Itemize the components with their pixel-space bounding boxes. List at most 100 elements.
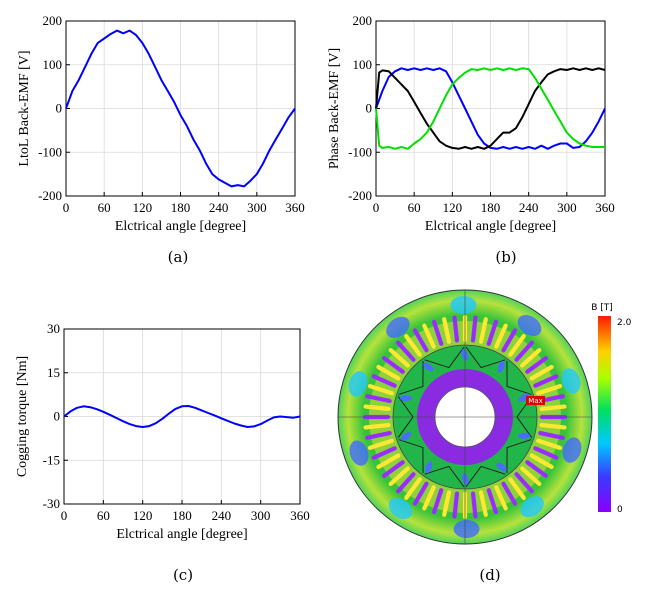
colorbar-max-label: 2.0 [617, 318, 632, 328]
stator-slot [442, 317, 452, 344]
yoke-patch [348, 371, 368, 397]
x-tick-label: 300 [557, 200, 577, 215]
panel-label-b: (b) [495, 248, 516, 266]
y-tick-label: 0 [56, 101, 63, 116]
series-line-1 [375, 67, 606, 150]
stator-slot [538, 430, 565, 440]
series-line-0 [63, 405, 301, 428]
colorbar-title: B [T] [591, 303, 613, 313]
y-tick-label: 100 [353, 57, 373, 72]
stator-slot [520, 347, 542, 368]
stator-slot [470, 491, 478, 519]
colorbar-min-label: 0 [617, 505, 623, 515]
y-axis-label: Cogging torque [Nm] [15, 356, 30, 477]
rotor-barrier [465, 346, 506, 369]
x-tick-label: 360 [290, 508, 310, 523]
flux-density-map: Max [337, 289, 593, 545]
stator-slot [367, 438, 394, 451]
stator-slot [525, 356, 549, 374]
rotor-magnet [496, 462, 507, 472]
y-tick-label: -100 [348, 144, 372, 159]
stator-slot [388, 466, 410, 487]
x-tick-label: 180 [171, 200, 191, 215]
x-tick-label: 240 [519, 200, 539, 215]
x-tick-label: 240 [209, 200, 229, 215]
rotor-barrier [506, 439, 532, 474]
y-tick-label: 0 [54, 409, 61, 424]
rotor-magnet [518, 432, 531, 439]
x-tick-label: 120 [133, 200, 153, 215]
y-tick-label: -200 [38, 188, 62, 203]
stator-slot [431, 319, 444, 346]
x-tick-label: 120 [443, 200, 463, 215]
stator-slot [508, 477, 526, 501]
y-tick-label: 200 [353, 13, 373, 28]
yoke-patch [386, 316, 410, 338]
stator-slot [529, 453, 554, 470]
yoke-patches [348, 296, 582, 538]
stator-slot [525, 460, 549, 478]
stator-slot [470, 315, 478, 343]
chart-a: 0 60 120 180 240 300 360 -200 -100 0 100 200 Elctric… [17, 13, 305, 234]
stator-slot [529, 364, 554, 381]
x-tick-label: 180 [172, 508, 192, 523]
max-marker [526, 396, 545, 405]
stator-slot [395, 340, 416, 362]
y-tick-label: -15 [43, 452, 60, 467]
stator-slot [371, 446, 397, 460]
stator-slot [365, 430, 392, 440]
x-tick-label: 60 [97, 508, 110, 523]
x-tick-label: 120 [133, 508, 153, 523]
yoke-patch [562, 437, 582, 463]
yoke-patch [517, 314, 542, 336]
x-tick-label: 360 [595, 200, 615, 215]
rotor-barrier [398, 439, 424, 474]
stator-slot [412, 481, 429, 506]
yoke-patch [453, 519, 480, 538]
series-line-0 [375, 67, 606, 150]
x-tick-label: 60 [408, 200, 421, 215]
stator-slot [367, 383, 394, 396]
rotor-magnet [423, 362, 434, 372]
stator-slot [514, 340, 535, 362]
panel-label-a: (a) [168, 248, 189, 266]
stator-slot [395, 472, 416, 494]
x-tick-label: 240 [212, 508, 232, 523]
stator-slot [422, 323, 436, 349]
chart-b: 0 60 120 180 240 300 360 -200 -100 0 100 200 Elctric… [327, 13, 615, 234]
stator-slot [533, 446, 559, 460]
stator-slot [412, 328, 429, 353]
stator-slot [381, 460, 405, 478]
x-tick-label: 300 [251, 508, 271, 523]
stator-slot [452, 491, 460, 519]
stator-slot [478, 490, 488, 517]
stator-slot [376, 364, 401, 381]
rotor-barrier [506, 360, 532, 395]
stator-slot [508, 333, 526, 357]
stator-slot [494, 323, 508, 349]
chart-c: 0 60 120 180 240 300 360 -30 -15 0 15 30 Elctrical a… [15, 321, 310, 542]
colorbar: B [T] 2.0 0 [591, 303, 631, 515]
rotor-magnet [497, 360, 505, 373]
stator-slot [539, 422, 567, 430]
x-tick-label: 0 [63, 200, 70, 215]
yoke-patch [561, 368, 581, 394]
x-tick-label: 0 [61, 508, 68, 523]
stator-slot [452, 315, 460, 343]
stator-slot [388, 347, 410, 368]
stator-slot [533, 374, 559, 388]
y-tick-label: 100 [43, 57, 63, 72]
stator-slot [365, 394, 392, 404]
x-tick-label: 60 [98, 200, 111, 215]
y-tick-label: -100 [38, 144, 62, 159]
yoke-patch [450, 296, 477, 315]
panel-label-c: (c) [173, 566, 193, 584]
stator-slot [486, 488, 499, 515]
stator-slot [376, 453, 401, 470]
stator-slot [404, 477, 422, 501]
stator-slot [501, 328, 518, 353]
stator-slot [363, 404, 391, 412]
rotor-magnet [518, 393, 530, 402]
